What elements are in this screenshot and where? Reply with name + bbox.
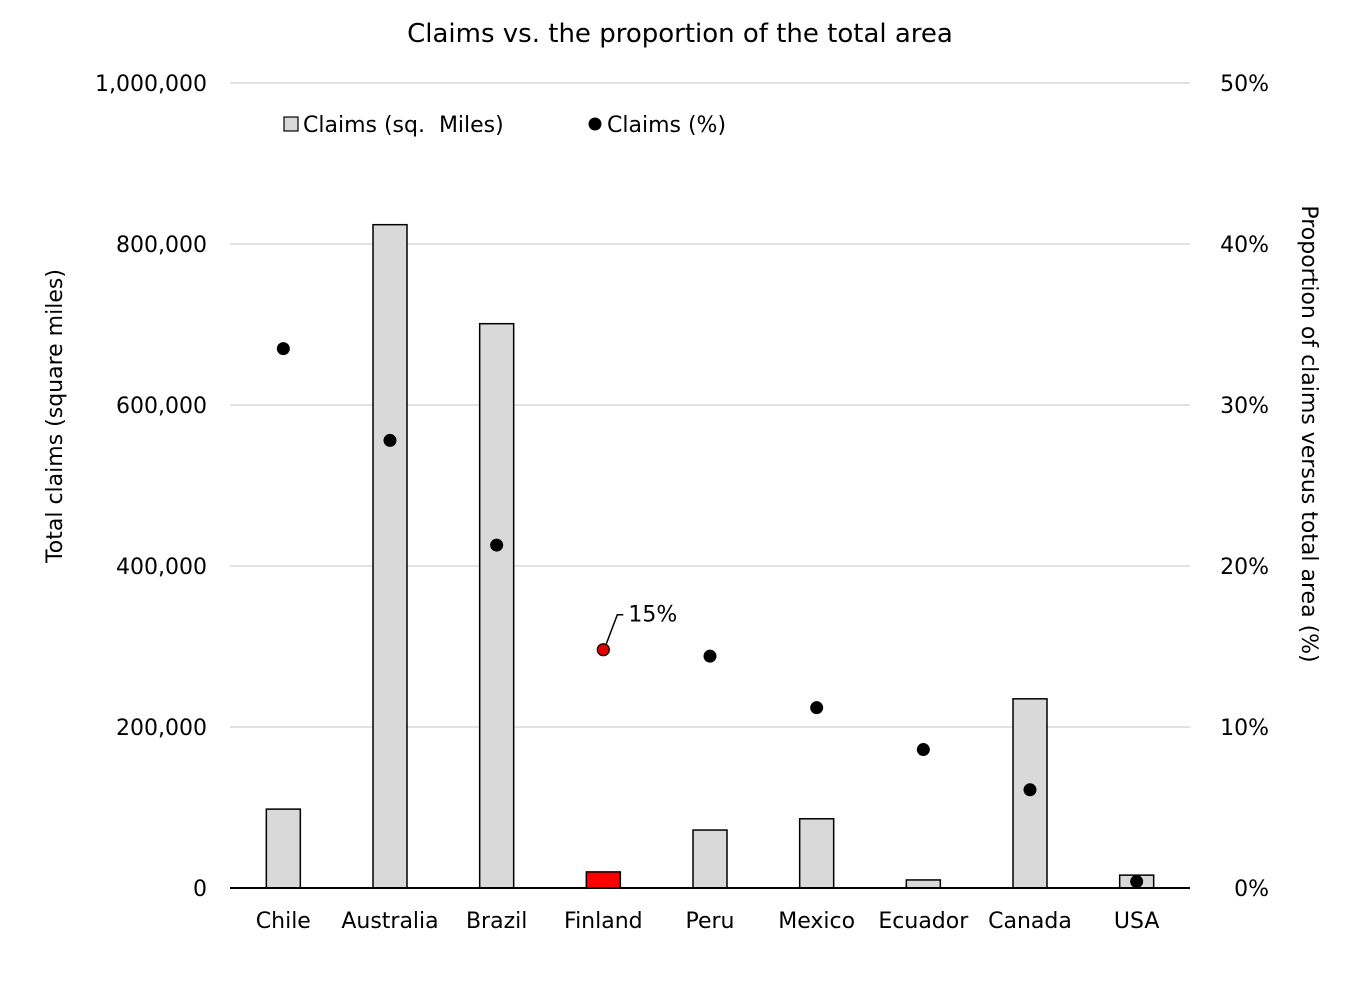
dot-canada [1023,783,1037,797]
y2-tick-label: 50% [1220,72,1269,97]
category-label: Australia [341,909,438,934]
category-label: USA [1114,909,1160,934]
y-tick-label: 400,000 [116,555,207,580]
dot-peru [703,649,717,663]
bar-series [265,223,1155,889]
dot-chile [276,342,290,356]
annotation: 15% [605,603,677,644]
category-labels: Chile Australia Brazil Finland Peru Mexico Ecu… [256,909,1160,934]
y2-axis-title: Proportion of claims versus total area (… [1296,205,1321,662]
y-tick-label: 800,000 [116,233,207,258]
category-label: Mexico [778,909,855,934]
y-tick-label: 200,000 [116,716,207,741]
y-tick-label: 0 [193,877,207,902]
bar-chile [265,808,302,889]
bar-ecuador [905,879,942,889]
bar-brazil [478,322,515,889]
dot-brazil [490,538,504,552]
category-label: Finland [564,909,643,934]
legend: Claims (sq. Miles) Claims (%) [283,113,726,138]
y-tick-label: 600,000 [116,394,207,419]
left-axis-ticks: 0 200,000 400,000 600,000 800,000 1,000,000 [95,72,207,902]
category-label: Peru [685,909,734,934]
y2-tick-label: 20% [1220,555,1269,580]
dot-usa [1130,875,1144,889]
y2-tick-label: 10% [1220,716,1269,741]
legend-bar-swatch [283,116,299,132]
bar-finland [585,871,622,889]
dot-mexico [810,701,824,715]
category-label: Ecuador [878,909,969,934]
dot-finland [596,643,610,657]
category-label: Canada [988,909,1072,934]
dot-australia [383,433,397,447]
dot-ecuador [916,743,930,757]
legend-dot-swatch [588,117,602,131]
legend-dot-label: Claims (%) [607,113,726,138]
chart-title: Claims vs. the proportion of the total a… [407,19,953,49]
annotation-label: 15% [628,603,677,628]
category-label: Brazil [466,909,527,934]
y-axis-title: Total claims (square miles) [43,269,68,564]
y2-tick-label: 40% [1220,233,1269,258]
bar-peru [692,829,728,889]
category-label: Chile [256,909,311,934]
right-axis-ticks: 0% 10% 20% 30% 40% 50% [1220,72,1269,902]
y2-tick-label: 30% [1220,394,1269,419]
y-tick-label: 1,000,000 [95,72,207,97]
y2-tick-label: 0% [1234,877,1269,902]
legend-bar-label: Claims (sq. Miles) [303,113,504,138]
bar-australia [372,223,408,889]
bar-mexico [798,818,835,889]
annotation-leader-line [605,613,624,644]
scatter-series [276,342,1144,889]
